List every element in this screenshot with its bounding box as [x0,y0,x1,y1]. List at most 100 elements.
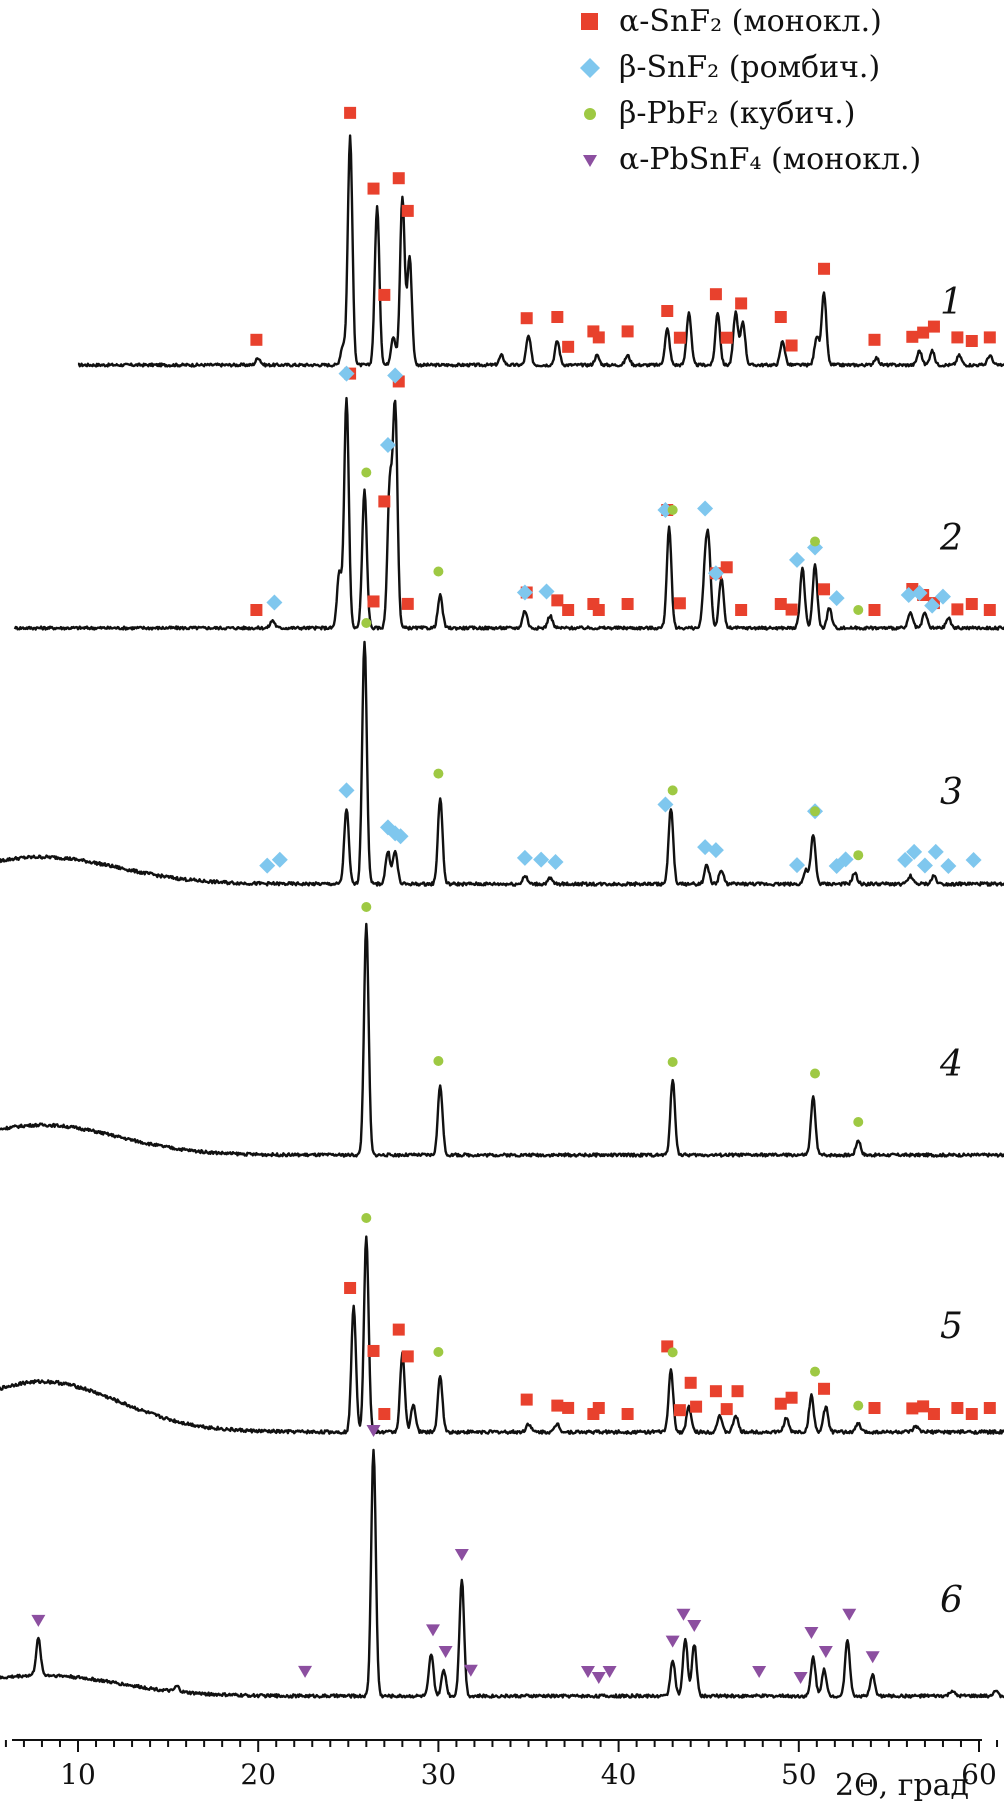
bSnF2-marker [837,851,854,868]
bSnF2-marker [538,583,555,600]
aSnF2-marker [774,598,787,610]
aSnF2-marker [818,583,831,596]
bSnF2-marker [916,857,933,874]
bSnF2-marker [707,565,724,582]
aSnF2-marker [965,334,978,347]
aSnF2-marker [378,1407,391,1420]
traces-layer [0,134,1004,1699]
aPbSnF4-marker [425,1624,440,1637]
bPbF2-marker [853,605,864,615]
aSnF2-marker [951,1402,964,1414]
bSnF2-marker [697,500,714,517]
x-tick-label: 10 [60,1758,96,1791]
bSnF2-marker [788,857,805,874]
bSnF2-marker [900,587,917,603]
bSnF2-marker [707,842,724,859]
bPbF2-marker [853,1117,864,1127]
legend-label-b-snf2: β-SnF₂ (ромбич.) [619,50,881,85]
legend-item-b-snf2: β-SnF₂ (ромбич.) [575,48,880,88]
aSnF2-marker [906,330,919,343]
bSnF2-marker [911,584,928,601]
aSnF2-marker [785,603,798,616]
bPbF2-marker [853,850,864,861]
bSnF2-marker [379,437,396,454]
bSnF2-marker [965,852,982,868]
legend-label-b-pbf2: β-PbF₂ (кубич.) [619,96,856,131]
circle-marker-icon [584,108,596,120]
aSnF2-marker [818,1382,831,1395]
bSnF2-marker [828,590,845,607]
bSnF2-marker [657,796,674,813]
aSnF2-marker [401,597,414,610]
bPbF2-marker [361,1212,372,1223]
aSnF2-marker [562,340,575,353]
bPbF2-marker [810,536,821,547]
aSnF2-marker [673,1404,686,1417]
x-tick-label: 50 [781,1758,817,1791]
bSnF2-marker [266,594,283,611]
bSnF2-marker [924,597,941,614]
bPbF2-marker [810,806,821,817]
bPbF2-marker [810,1366,821,1377]
aSnF2-marker [709,1385,722,1398]
aSnF2-marker [401,204,414,217]
square-marker-icon [581,13,598,30]
diamond-marker-icon [580,58,600,78]
bPbF2-marker [361,467,372,478]
aSnF2-marker [927,320,940,333]
aSnF2-marker [684,1376,697,1389]
aSnF2-marker [690,1400,703,1413]
bPbF2-marker [361,901,372,912]
aPbSnF4-marker [865,1651,880,1664]
aPbSnF4-marker [580,1666,595,1678]
bPbF2-marker [433,566,444,577]
x-tick-label: 60 [961,1758,997,1791]
trace-label-6: 6 [940,1580,963,1621]
aSnF2-marker [709,288,722,301]
aPbSnF4-marker [366,1424,381,1437]
aPbSnF4-marker [818,1645,833,1658]
aSnF2-marker [661,305,674,317]
aSnF2-marker [367,595,380,608]
aSnF2-marker [562,604,575,616]
bSnF2-marker [392,828,409,845]
bSnF2-marker [657,502,674,518]
aSnF2-marker [774,311,787,323]
trace-label-3: 3 [940,772,963,813]
x-tick-label: 40 [601,1758,637,1791]
bSnF2-marker [906,843,923,860]
bSnF2-marker [259,857,276,874]
aPbSnF4-marker [602,1666,617,1678]
aSnF2-marker [774,1397,787,1410]
aSnF2-marker [785,339,798,352]
aSnF2-marker [562,1401,575,1414]
aSnF2-marker [720,1403,733,1416]
bSnF2-marker [516,584,533,601]
legend-label-a-pbsnf4: α-PbSnF₄ (монокл.) [619,142,922,177]
bSnF2-marker [788,551,805,568]
aSnF2-marker [868,1402,881,1414]
legend-label-a-snf2: α-SnF₂ (монокл.) [619,4,882,39]
bPbF2-marker [361,617,372,628]
triangle-marker-icon [583,155,597,167]
aSnF2-marker [551,594,564,607]
aSnF2-marker [592,331,605,344]
aPbSnF4-marker [842,1608,857,1621]
aSnF2-marker [367,182,380,195]
trace-label-4: 4 [940,1044,963,1085]
bPbF2-marker [433,768,444,779]
aSnF2-marker [951,331,964,344]
aSnF2-marker [983,331,996,344]
aSnF2-marker [344,1281,357,1294]
bSnF2-marker [940,857,957,874]
aSnF2-marker [401,1350,414,1363]
aSnF2-marker [983,604,996,616]
legend-item-a-pbsnf4: α-PbSnF₄ (монокл.) [575,140,921,180]
aPbSnF4-marker [438,1646,453,1658]
aPbSnF4-marker [31,1614,46,1627]
aPbSnF4-marker [591,1672,606,1684]
bPbF2-marker [667,505,678,515]
aSnF2-marker [735,604,748,616]
legend-item-a-snf2: α-SnF₂ (монокл.) [575,2,882,42]
aPbSnF4-marker [298,1665,313,1678]
